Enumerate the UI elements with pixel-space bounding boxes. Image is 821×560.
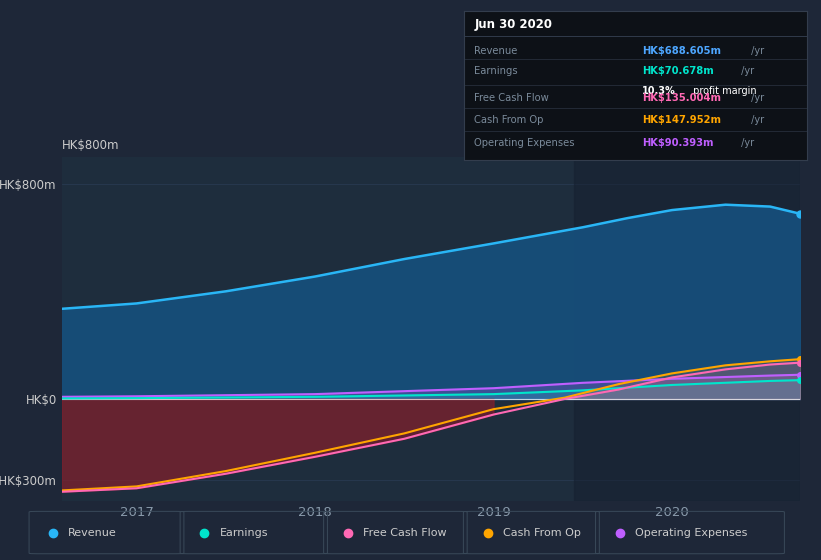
Text: HK$147.952m: HK$147.952m: [642, 115, 722, 125]
Text: Earnings: Earnings: [475, 66, 518, 76]
Text: HK$800m: HK$800m: [62, 139, 119, 152]
Text: HK$70.678m: HK$70.678m: [642, 66, 714, 76]
Text: Jun 30 2020: Jun 30 2020: [475, 18, 553, 31]
Text: Free Cash Flow: Free Cash Flow: [475, 93, 549, 103]
Text: Free Cash Flow: Free Cash Flow: [363, 528, 447, 538]
Text: Revenue: Revenue: [475, 45, 517, 55]
Text: Operating Expenses: Operating Expenses: [635, 528, 747, 538]
Text: /yr: /yr: [748, 93, 764, 103]
Text: HK$90.393m: HK$90.393m: [642, 138, 713, 148]
Bar: [574, 157, 800, 501]
Text: HK$135.004m: HK$135.004m: [642, 93, 722, 103]
Text: Cash From Op: Cash From Op: [502, 528, 580, 538]
Text: Cash From Op: Cash From Op: [475, 115, 544, 125]
Text: /yr: /yr: [738, 138, 754, 148]
Text: Earnings: Earnings: [219, 528, 268, 538]
Text: /yr: /yr: [748, 115, 764, 125]
Text: 10.3%: 10.3%: [642, 86, 676, 96]
Text: Revenue: Revenue: [68, 528, 117, 538]
Text: profit margin: profit margin: [690, 86, 757, 96]
Text: /yr: /yr: [738, 66, 754, 76]
Text: /yr: /yr: [748, 45, 764, 55]
Text: HK$688.605m: HK$688.605m: [642, 45, 722, 55]
Text: Operating Expenses: Operating Expenses: [475, 138, 575, 148]
